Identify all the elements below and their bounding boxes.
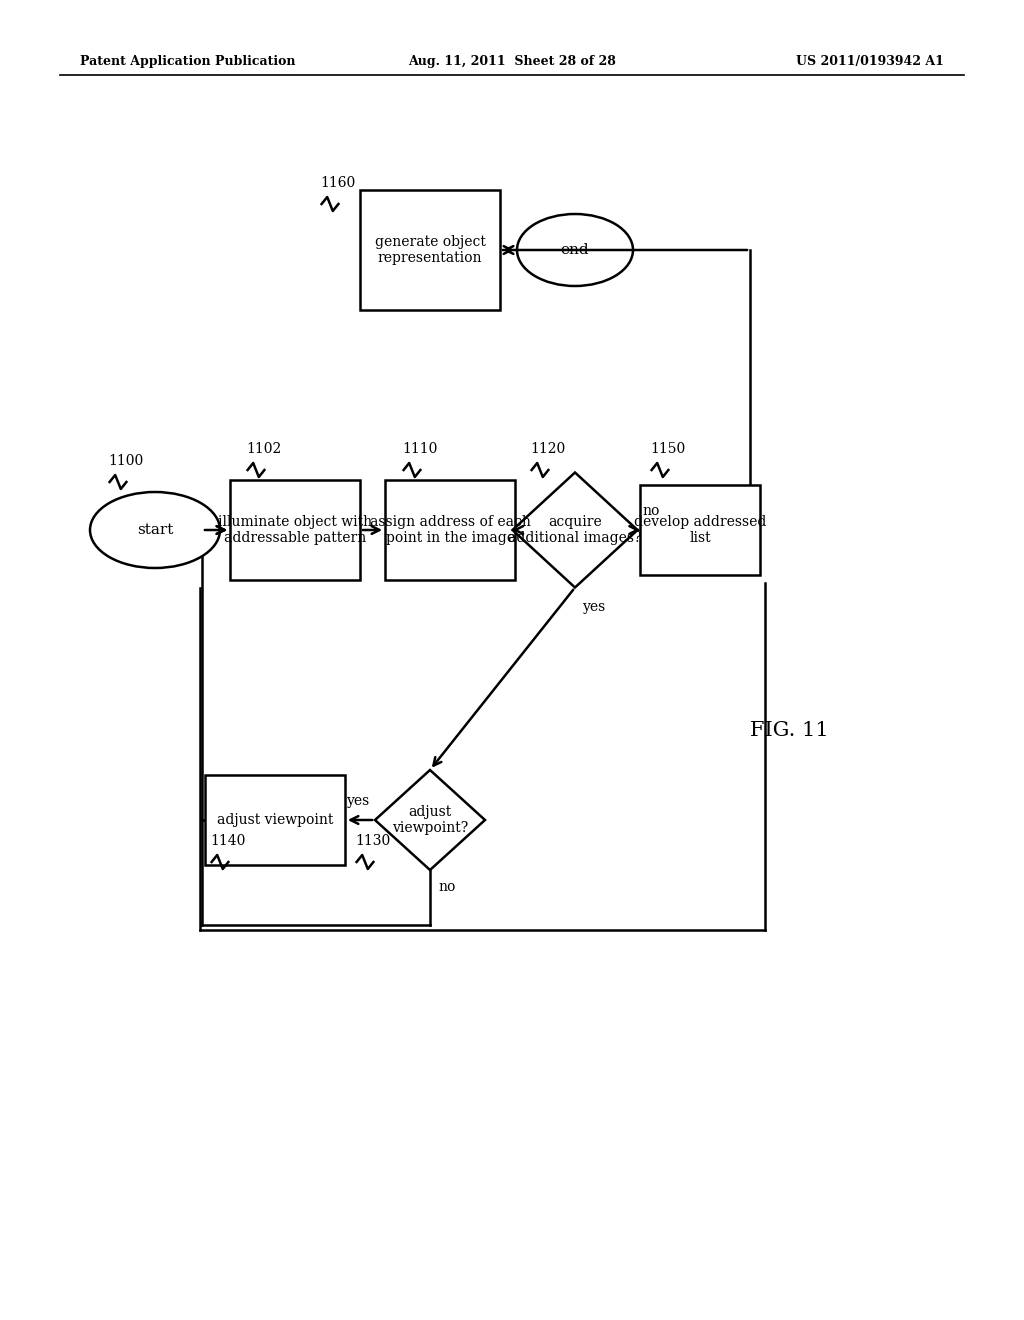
Text: assign address of each
point in the image: assign address of each point in the imag… <box>370 515 530 545</box>
Text: FIG. 11: FIG. 11 <box>750 721 828 739</box>
Text: 1150: 1150 <box>650 442 685 455</box>
Polygon shape <box>375 770 485 870</box>
Text: 1130: 1130 <box>355 834 390 847</box>
Bar <box>230 480 360 579</box>
Ellipse shape <box>517 214 633 286</box>
Bar <box>360 190 500 310</box>
Text: adjust
viewpoint?: adjust viewpoint? <box>392 805 468 836</box>
Text: illuminate object with
addressable pattern: illuminate object with addressable patte… <box>218 515 372 545</box>
Text: end: end <box>561 243 590 257</box>
Text: no: no <box>642 504 659 517</box>
Text: generate object
representation: generate object representation <box>375 235 485 265</box>
Text: US 2011/0193942 A1: US 2011/0193942 A1 <box>796 55 944 69</box>
Text: Aug. 11, 2011  Sheet 28 of 28: Aug. 11, 2011 Sheet 28 of 28 <box>408 55 616 69</box>
Bar <box>205 775 345 865</box>
Text: adjust viewpoint: adjust viewpoint <box>217 813 333 828</box>
Text: yes: yes <box>583 599 606 614</box>
Ellipse shape <box>90 492 220 568</box>
Text: no: no <box>438 880 456 894</box>
Text: 1140: 1140 <box>210 834 246 847</box>
Text: develop addressed
list: develop addressed list <box>634 515 766 545</box>
Text: 1120: 1120 <box>530 442 565 455</box>
Text: 1102: 1102 <box>246 442 282 455</box>
Polygon shape <box>512 473 638 587</box>
Text: 1160: 1160 <box>319 176 355 190</box>
Text: 1100: 1100 <box>108 454 143 469</box>
Text: start: start <box>137 523 173 537</box>
Text: 1110: 1110 <box>402 442 437 455</box>
Bar <box>385 480 515 579</box>
Bar <box>640 484 760 576</box>
Text: yes: yes <box>347 795 370 808</box>
Text: acquire
additional images?: acquire additional images? <box>508 515 642 545</box>
Text: Patent Application Publication: Patent Application Publication <box>80 55 296 69</box>
